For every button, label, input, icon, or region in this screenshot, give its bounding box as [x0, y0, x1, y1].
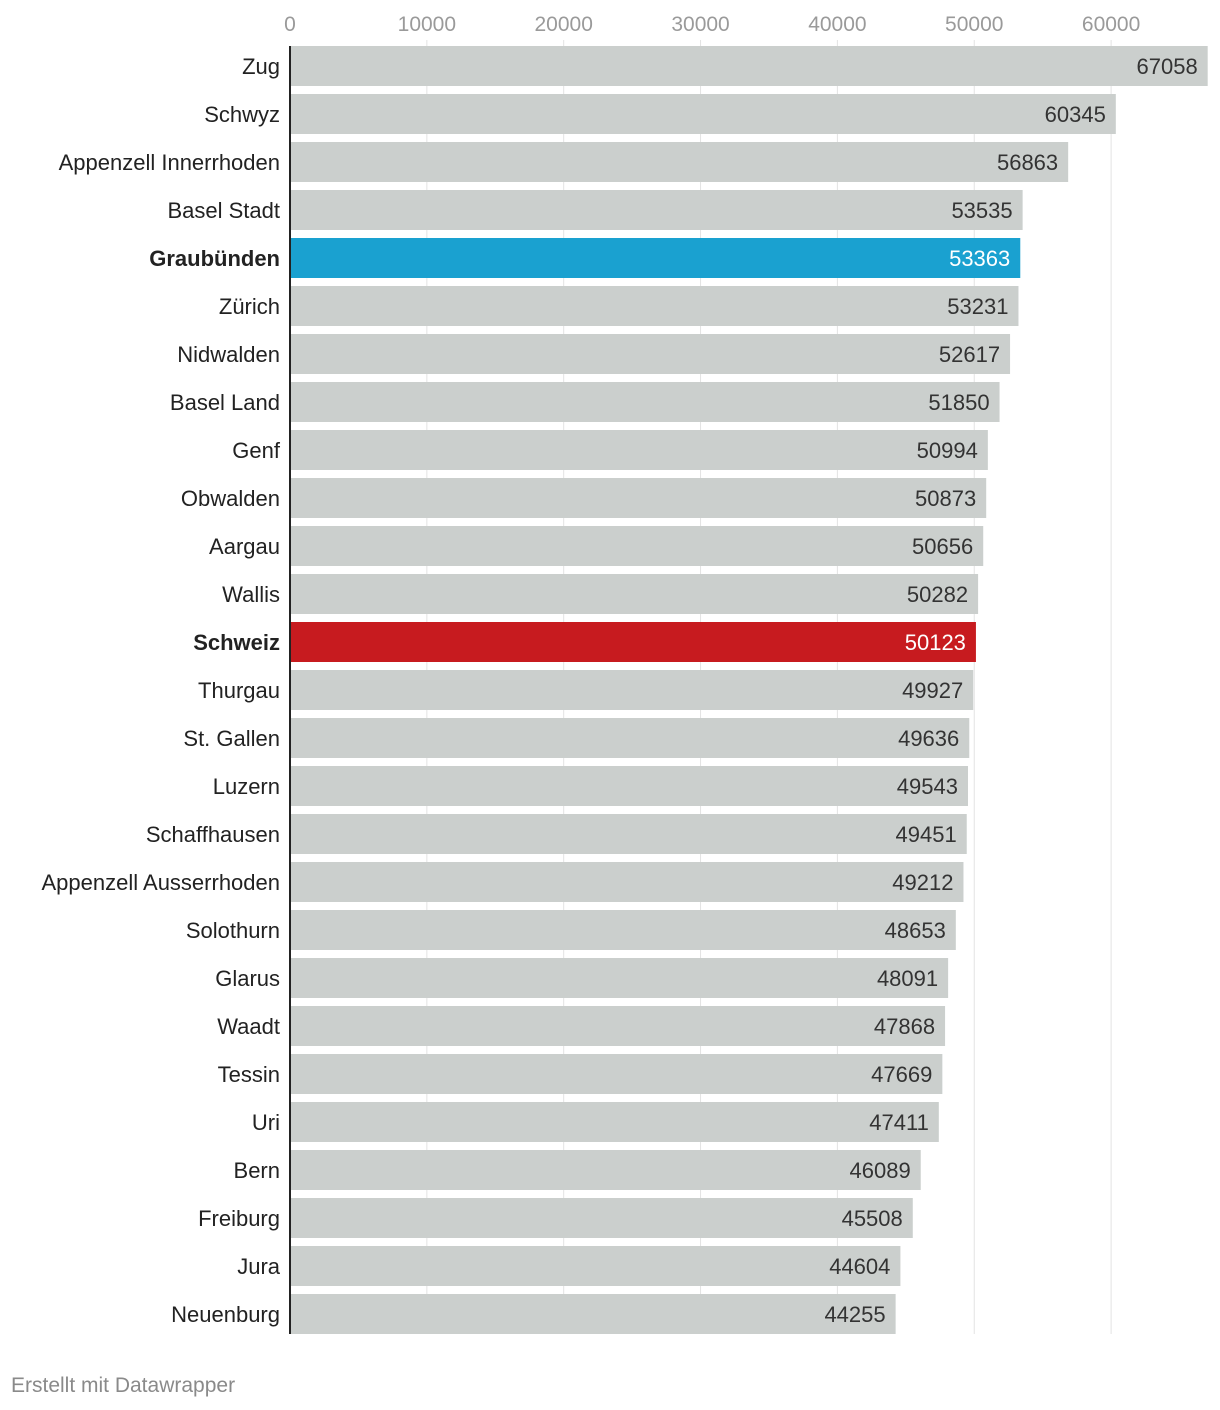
- value-labels: 67058 60345 56863 53535 53363 53231 52617 51850…: [824, 54, 1197, 1327]
- bar: [290, 910, 956, 950]
- value-label: 51850: [928, 390, 989, 415]
- x-tick-label: 50000: [945, 13, 1003, 36]
- value-label: 45508: [842, 1206, 903, 1231]
- category-label: Neuenburg: [171, 1302, 280, 1327]
- category-label: Wallis: [222, 582, 280, 607]
- bar: [290, 862, 964, 902]
- bar: [290, 766, 968, 806]
- bar: [290, 622, 976, 662]
- category-label: St. Gallen: [183, 726, 280, 751]
- x-tick-labels: 0 10000 20000 30000 40000 50000 60000: [284, 13, 1140, 36]
- bar: [290, 430, 988, 470]
- value-label: 47868: [874, 1014, 935, 1039]
- bar: [290, 1246, 901, 1286]
- bar: [290, 238, 1021, 278]
- category-labels: Zug Schwyz Appenzell Innerrhoden Basel Stad…: [42, 54, 281, 1327]
- value-label: 44604: [829, 1254, 890, 1279]
- category-label: Nidwalden: [177, 342, 280, 367]
- category-label: Schwyz: [204, 102, 280, 127]
- category-label: Solothurn: [186, 918, 280, 943]
- category-label: Basel Stadt: [167, 198, 280, 223]
- bar-chart: 0 10000 20000 30000 40000 50000 60000 67058 6034…: [42, 13, 1208, 1334]
- bar: [290, 814, 967, 854]
- value-label: 49543: [897, 774, 958, 799]
- value-label: 49927: [902, 678, 963, 703]
- category-label: Genf: [232, 438, 281, 463]
- bar: [290, 1054, 943, 1094]
- category-label: Basel Land: [170, 390, 280, 415]
- category-label: Obwalden: [181, 486, 280, 511]
- bar: [290, 382, 1000, 422]
- x-tick-label: 60000: [1082, 13, 1140, 36]
- category-label: Freiburg: [198, 1206, 280, 1231]
- value-label: 50656: [912, 534, 973, 559]
- value-label: 44255: [824, 1302, 885, 1327]
- bar: [290, 190, 1023, 230]
- value-label: 50994: [917, 438, 978, 463]
- x-tick-label: 0: [284, 13, 296, 36]
- category-label: Luzern: [213, 774, 280, 799]
- value-label: 53231: [947, 294, 1008, 319]
- bar: [290, 286, 1019, 326]
- category-label: Zürich: [219, 294, 280, 319]
- bar: [290, 670, 974, 710]
- value-label: 48653: [885, 918, 946, 943]
- category-label: Zug: [242, 54, 280, 79]
- category-label: Appenzell Innerrhoden: [59, 150, 280, 175]
- bar: [290, 94, 1116, 134]
- category-label: Schweiz: [193, 630, 280, 655]
- category-label: Glarus: [215, 966, 280, 991]
- bar: [290, 526, 984, 566]
- category-label: Tessin: [218, 1062, 280, 1087]
- value-label: 60345: [1045, 102, 1106, 127]
- value-label: 53363: [949, 246, 1010, 271]
- value-label: 50282: [907, 582, 968, 607]
- category-label: Schaffhausen: [146, 822, 280, 847]
- bar: [290, 1294, 896, 1334]
- bar: [290, 574, 979, 614]
- x-tick-label: 40000: [808, 13, 866, 36]
- value-label: 56863: [997, 150, 1058, 175]
- value-label: 48091: [877, 966, 938, 991]
- bar: [290, 478, 987, 518]
- category-label: Graubünden: [149, 246, 280, 271]
- value-label: 50873: [915, 486, 976, 511]
- footer-credit: Erstellt mit Datawrapper: [11, 1374, 236, 1397]
- bar: [290, 46, 1208, 86]
- value-label: 52617: [939, 342, 1000, 367]
- category-label: Aargau: [209, 534, 280, 559]
- chart-canvas: 0 10000 20000 30000 40000 50000 60000 67058 6034…: [42, 13, 1208, 1334]
- category-label: Uri: [252, 1110, 280, 1135]
- category-label: Bern: [234, 1158, 280, 1183]
- bar: [290, 1198, 913, 1238]
- bar: [290, 1006, 946, 1046]
- category-label: Waadt: [217, 1014, 280, 1039]
- bar: [290, 1102, 939, 1142]
- value-label: 50123: [905, 630, 966, 655]
- value-label: 47411: [869, 1110, 929, 1135]
- bar: [290, 334, 1011, 374]
- value-label: 53535: [951, 198, 1012, 223]
- bar: [290, 958, 949, 998]
- bars: [290, 46, 1208, 1334]
- value-label: 49636: [898, 726, 959, 751]
- category-label: Jura: [237, 1254, 281, 1279]
- category-label: Appenzell Ausserrhoden: [42, 870, 281, 895]
- bar: [290, 718, 970, 758]
- bar: [290, 142, 1069, 182]
- category-label: Thurgau: [198, 678, 280, 703]
- value-label: 46089: [850, 1158, 911, 1183]
- value-label: 49451: [896, 822, 957, 847]
- bar: [290, 1150, 921, 1190]
- x-tick-label: 30000: [671, 13, 729, 36]
- value-label: 67058: [1137, 54, 1198, 79]
- x-tick-label: 10000: [398, 13, 456, 36]
- value-label: 47669: [871, 1062, 932, 1087]
- x-tick-label: 20000: [534, 13, 592, 36]
- value-label: 49212: [892, 870, 953, 895]
